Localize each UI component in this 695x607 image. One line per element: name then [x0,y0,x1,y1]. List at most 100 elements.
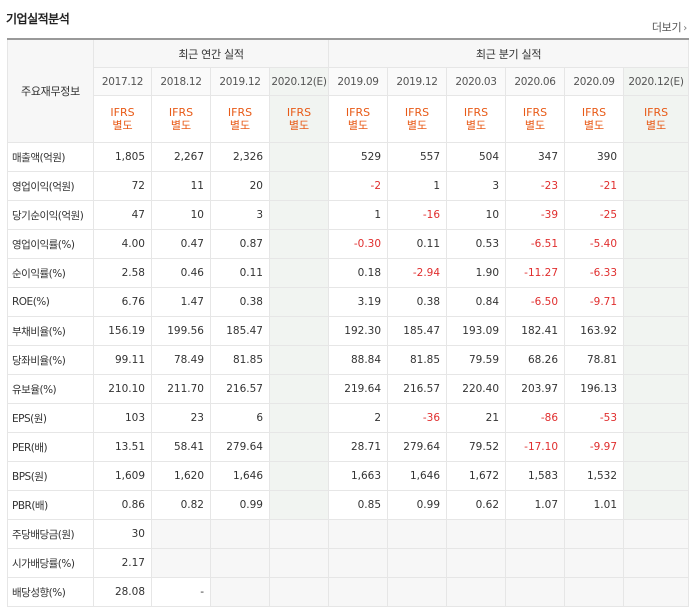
table-row: PER(배) 13.51 58.41 279.64 28.71 279.64 79.52 -1… [7,432,690,462]
table-cell [268,577,330,607]
table-cell: 10 [446,200,507,230]
table-cell: 196.13 [564,374,625,404]
financial-table: 주요재무정보 최근 연간 실적 최근 분기 실적 2017.12 2018.12 2… [7,38,690,607]
table-cell [268,345,330,375]
table-cell: 0.38 [387,287,448,317]
table-cell: 1.90 [446,258,507,288]
table-cell: 0.53 [446,229,507,259]
table-cell [268,432,330,462]
table-cell: 0.85 [328,490,389,520]
table-cell: -25 [564,200,625,230]
table-row: 순이익률(%) 2.58 0.46 0.11 0.18 -2.94 1.90 -11.27 -6… [7,258,690,288]
row-label: BPS(원) [7,461,94,491]
row-label: PER(배) [7,432,94,462]
ifrs-type: 별도 [645,119,667,132]
table-cell [505,519,566,549]
table-cell [268,461,330,491]
table-cell: 279.64 [210,432,270,462]
table-cell: 0.84 [446,287,507,317]
table-cell: 390 [564,142,625,172]
ifrs-standard: IFRS [581,106,607,119]
table-cell [623,548,690,578]
ifrs-label: IFRS 별도 [564,95,625,143]
table-cell: 279.64 [387,432,448,462]
table-row: 당기순이익(억원) 47 10 3 1 -16 10 -39 -25 [7,200,690,230]
table-cell: 1,532 [564,461,625,491]
row-label: 시가배당률(%) [7,548,94,578]
ifrs-label: IFRS 별도 [387,95,448,143]
table-cell: 10 [151,200,211,230]
table-cell: 21 [446,403,507,433]
ifrs-label: IFRS 별도 [93,95,152,143]
table-row: 당좌비율(%) 99.11 78.49 81.85 88.84 81.85 79.59 68.… [7,345,690,375]
table-cell: 0.11 [210,258,270,288]
table-cell: 1,646 [210,461,270,491]
table-row: BPS(원) 1,609 1,620 1,646 1,663 1,646 1,672 1,58… [7,461,690,491]
row-label: 영업이익률(%) [7,229,94,259]
ifrs-label: IFRS 별도 [151,95,211,143]
table-cell: -53 [564,403,625,433]
table-cell [623,316,690,346]
period-header: 2020.06 [505,67,566,96]
table-cell: -17.10 [505,432,566,462]
table-cell: -0.30 [328,229,389,259]
annual-group-header: 최근 연간 실적 [92,38,330,68]
table-cell [268,490,330,520]
table-cell: 216.57 [387,374,448,404]
period-header: 2017.12 [93,67,152,96]
ifrs-type: 별도 [170,119,192,132]
table-cell [328,519,389,549]
table-cell: 1,663 [328,461,389,491]
table-cell: 3.19 [328,287,389,317]
table-cell [151,548,211,578]
row-header-label: 주요재무정보 [7,38,94,143]
table-cell: 219.64 [328,374,389,404]
table-cell: -6.50 [505,287,566,317]
table-cell [446,519,507,549]
table-cell: 163.92 [564,316,625,346]
table-cell: 193.09 [446,316,507,346]
table-cell: 3 [446,171,507,201]
ifrs-label: IFRS 별도 [505,95,566,143]
table-cell: 81.85 [387,345,448,375]
ifrs-label: IFRS 별도 [328,95,389,143]
table-cell [623,345,690,375]
table-cell [268,403,330,433]
row-label: 부채비율(%) [7,316,94,346]
more-label[interactable]: 더보기 [651,21,682,34]
table-cell: 0.11 [387,229,448,259]
table-cell: 210.10 [93,374,152,404]
table-cell: 6.76 [93,287,152,317]
table-cell: 156.19 [93,316,152,346]
table-cell [268,171,330,201]
table-cell [623,142,690,172]
period-header: 2018.12 [151,67,211,96]
more-link[interactable]: 더보기 › [652,19,687,35]
table-cell: 6 [210,403,270,433]
table-cell [623,374,690,404]
row-label: 배당성향(%) [7,577,94,607]
table-cell: 3 [210,200,270,230]
table-cell [623,577,690,607]
chevron-right-icon: › [683,23,687,34]
table-row: EPS(원) 103 23 6 2 -36 21 -86 -53 [7,403,690,433]
table-row: PBR(배) 0.86 0.82 0.99 0.85 0.99 0.62 1.07 1.01 [7,490,690,520]
table-cell: -2.94 [387,258,448,288]
table-cell [446,548,507,578]
table-cell: 2,267 [151,142,211,172]
table-cell: 23 [151,403,211,433]
ifrs-standard: IFRS [463,106,489,119]
row-label: 영업이익(억원) [7,171,94,201]
table-cell [268,374,330,404]
table-cell: 529 [328,142,389,172]
table-cell: 504 [446,142,507,172]
ifrs-standard: IFRS [643,106,669,119]
table-cell: 47 [93,200,152,230]
table-cell: 103 [93,403,152,433]
ifrs-type: 별도 [524,119,546,132]
table-cell [564,577,625,607]
table-cell [623,432,690,462]
ifrs-standard: IFRS [286,106,312,119]
table-cell: -11.27 [505,258,566,288]
